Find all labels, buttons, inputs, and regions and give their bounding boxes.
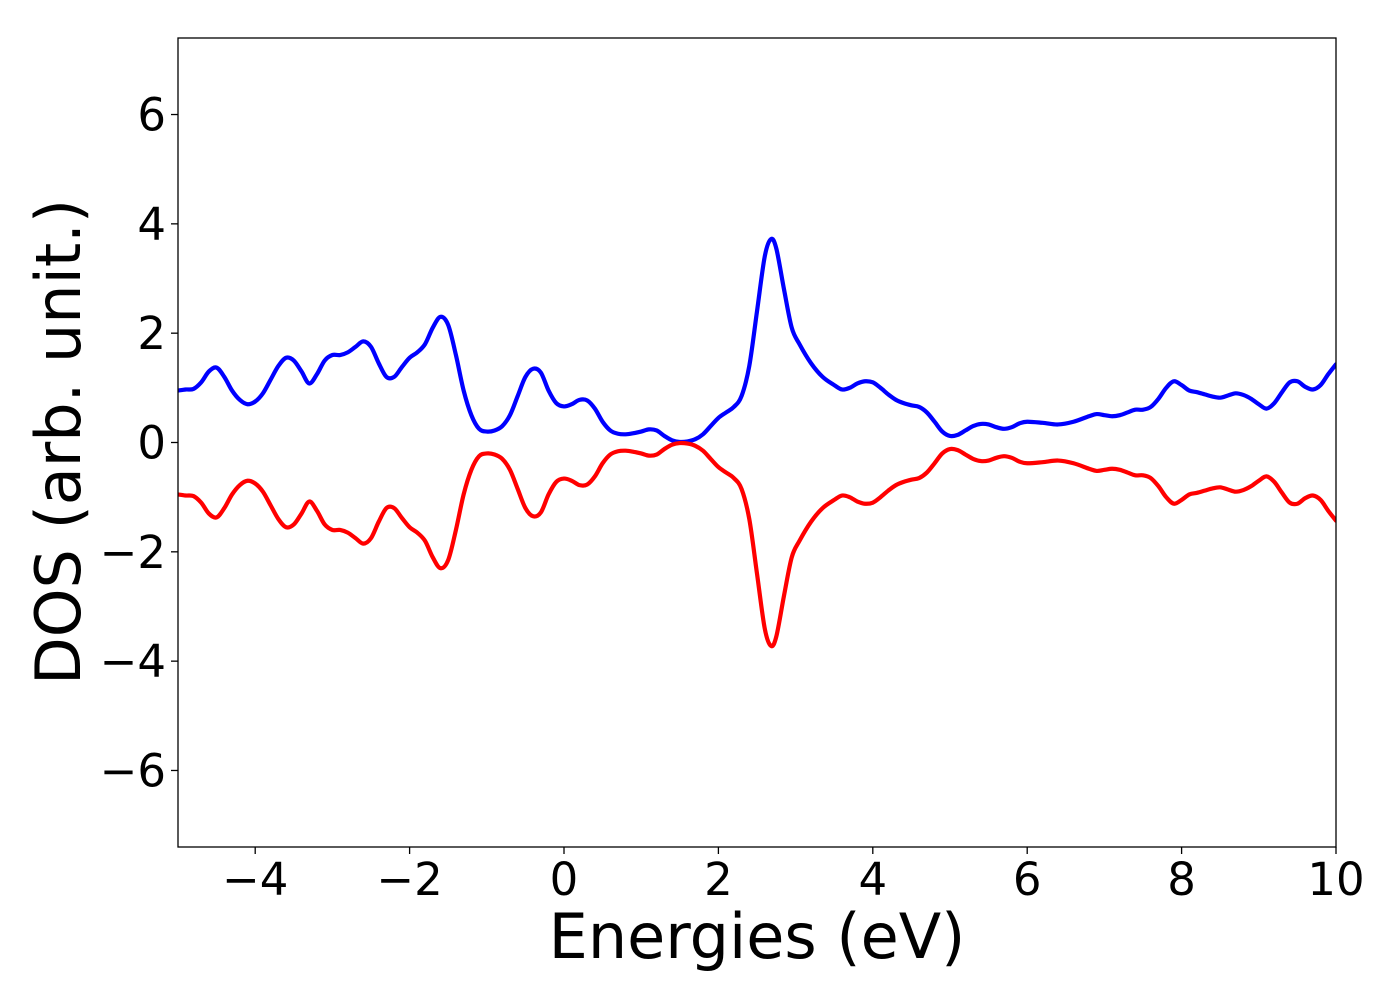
- x-tick-label: −4: [222, 853, 288, 906]
- y-tick-label: −6: [100, 744, 166, 797]
- x-tick-label: 4: [858, 853, 887, 906]
- x-tick-label: 8: [1167, 853, 1196, 906]
- y-axis-label: DOS (arb. unit.): [22, 199, 95, 685]
- x-axis-label: Energies (eV): [549, 900, 966, 973]
- x-tick-label: −2: [376, 853, 442, 906]
- x-tick-label: 10: [1307, 853, 1364, 906]
- x-tick-label: 0: [550, 853, 579, 906]
- series-layer: [178, 236, 1336, 649]
- x-tick-label: 2: [704, 853, 733, 906]
- y-tick-label: 4: [137, 198, 166, 251]
- y-tick-label: 6: [137, 89, 166, 142]
- y-tick-label: −4: [100, 635, 166, 688]
- ticks-layer: −4 −2 0 2 4 6 8 10 −6 −4 −2 0 2 4 6: [100, 89, 1365, 906]
- y-tick-label: −2: [100, 526, 166, 579]
- y-tick-label: 2: [137, 307, 166, 360]
- series-line-negative: [178, 440, 1336, 649]
- x-tick-label: 6: [1013, 853, 1042, 906]
- series-line-positive: [178, 236, 1336, 445]
- y-tick-label: 0: [137, 417, 166, 470]
